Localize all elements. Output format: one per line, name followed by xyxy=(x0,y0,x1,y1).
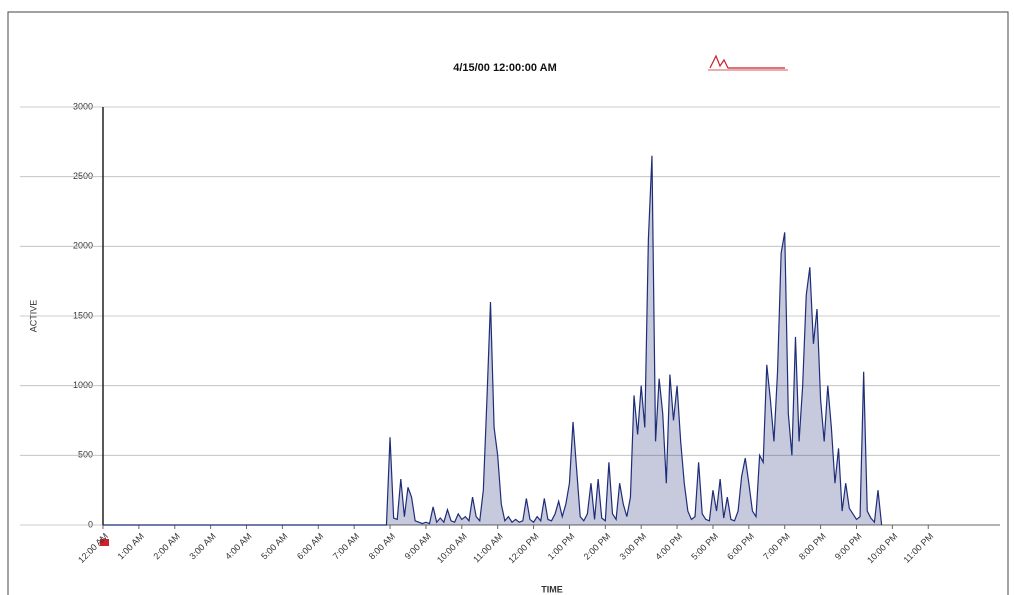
area xyxy=(103,155,882,525)
x-axis-label: TIME xyxy=(541,584,563,594)
y-tick-label: 0 xyxy=(88,519,93,529)
y-tick-label: 2500 xyxy=(73,171,93,181)
chart-title: 4/15/00 12:00:00 AM xyxy=(453,62,557,74)
y-tick-label: 3000 xyxy=(73,101,93,111)
y-tick-label: 1500 xyxy=(73,310,93,320)
frame xyxy=(7,11,1009,595)
y-tick-label: 500 xyxy=(78,450,93,460)
y-tick-label: 2000 xyxy=(73,241,93,251)
logo xyxy=(708,54,788,71)
y-tick-label: 1000 xyxy=(73,380,93,390)
line xyxy=(103,155,883,526)
legend-marker xyxy=(100,539,109,546)
